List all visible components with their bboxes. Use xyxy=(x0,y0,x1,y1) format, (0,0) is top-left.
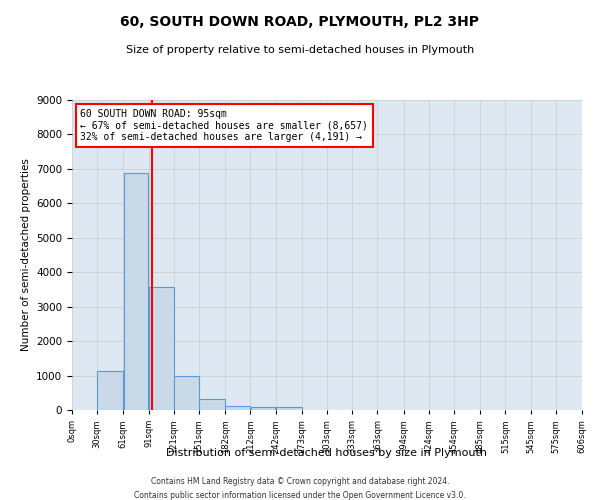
Bar xyxy=(276,407,302,410)
Bar xyxy=(251,406,275,410)
Text: Contains public sector information licensed under the Open Government Licence v3: Contains public sector information licen… xyxy=(134,491,466,500)
Text: Contains HM Land Registry data © Crown copyright and database right 2024.: Contains HM Land Registry data © Crown c… xyxy=(151,478,449,486)
Bar xyxy=(149,288,173,410)
Y-axis label: Number of semi-detached properties: Number of semi-detached properties xyxy=(20,158,31,352)
Bar xyxy=(226,406,250,410)
Text: 60, SOUTH DOWN ROAD, PLYMOUTH, PL2 3HP: 60, SOUTH DOWN ROAD, PLYMOUTH, PL2 3HP xyxy=(121,15,479,29)
Bar xyxy=(199,399,225,410)
Text: Distribution of semi-detached houses by size in Plymouth: Distribution of semi-detached houses by … xyxy=(167,448,487,458)
Bar xyxy=(174,376,199,410)
Text: Size of property relative to semi-detached houses in Plymouth: Size of property relative to semi-detach… xyxy=(126,45,474,55)
Text: 60 SOUTH DOWN ROAD: 95sqm
← 67% of semi-detached houses are smaller (8,657)
32% : 60 SOUTH DOWN ROAD: 95sqm ← 67% of semi-… xyxy=(80,108,368,142)
Bar xyxy=(124,173,148,410)
Bar xyxy=(97,372,123,410)
